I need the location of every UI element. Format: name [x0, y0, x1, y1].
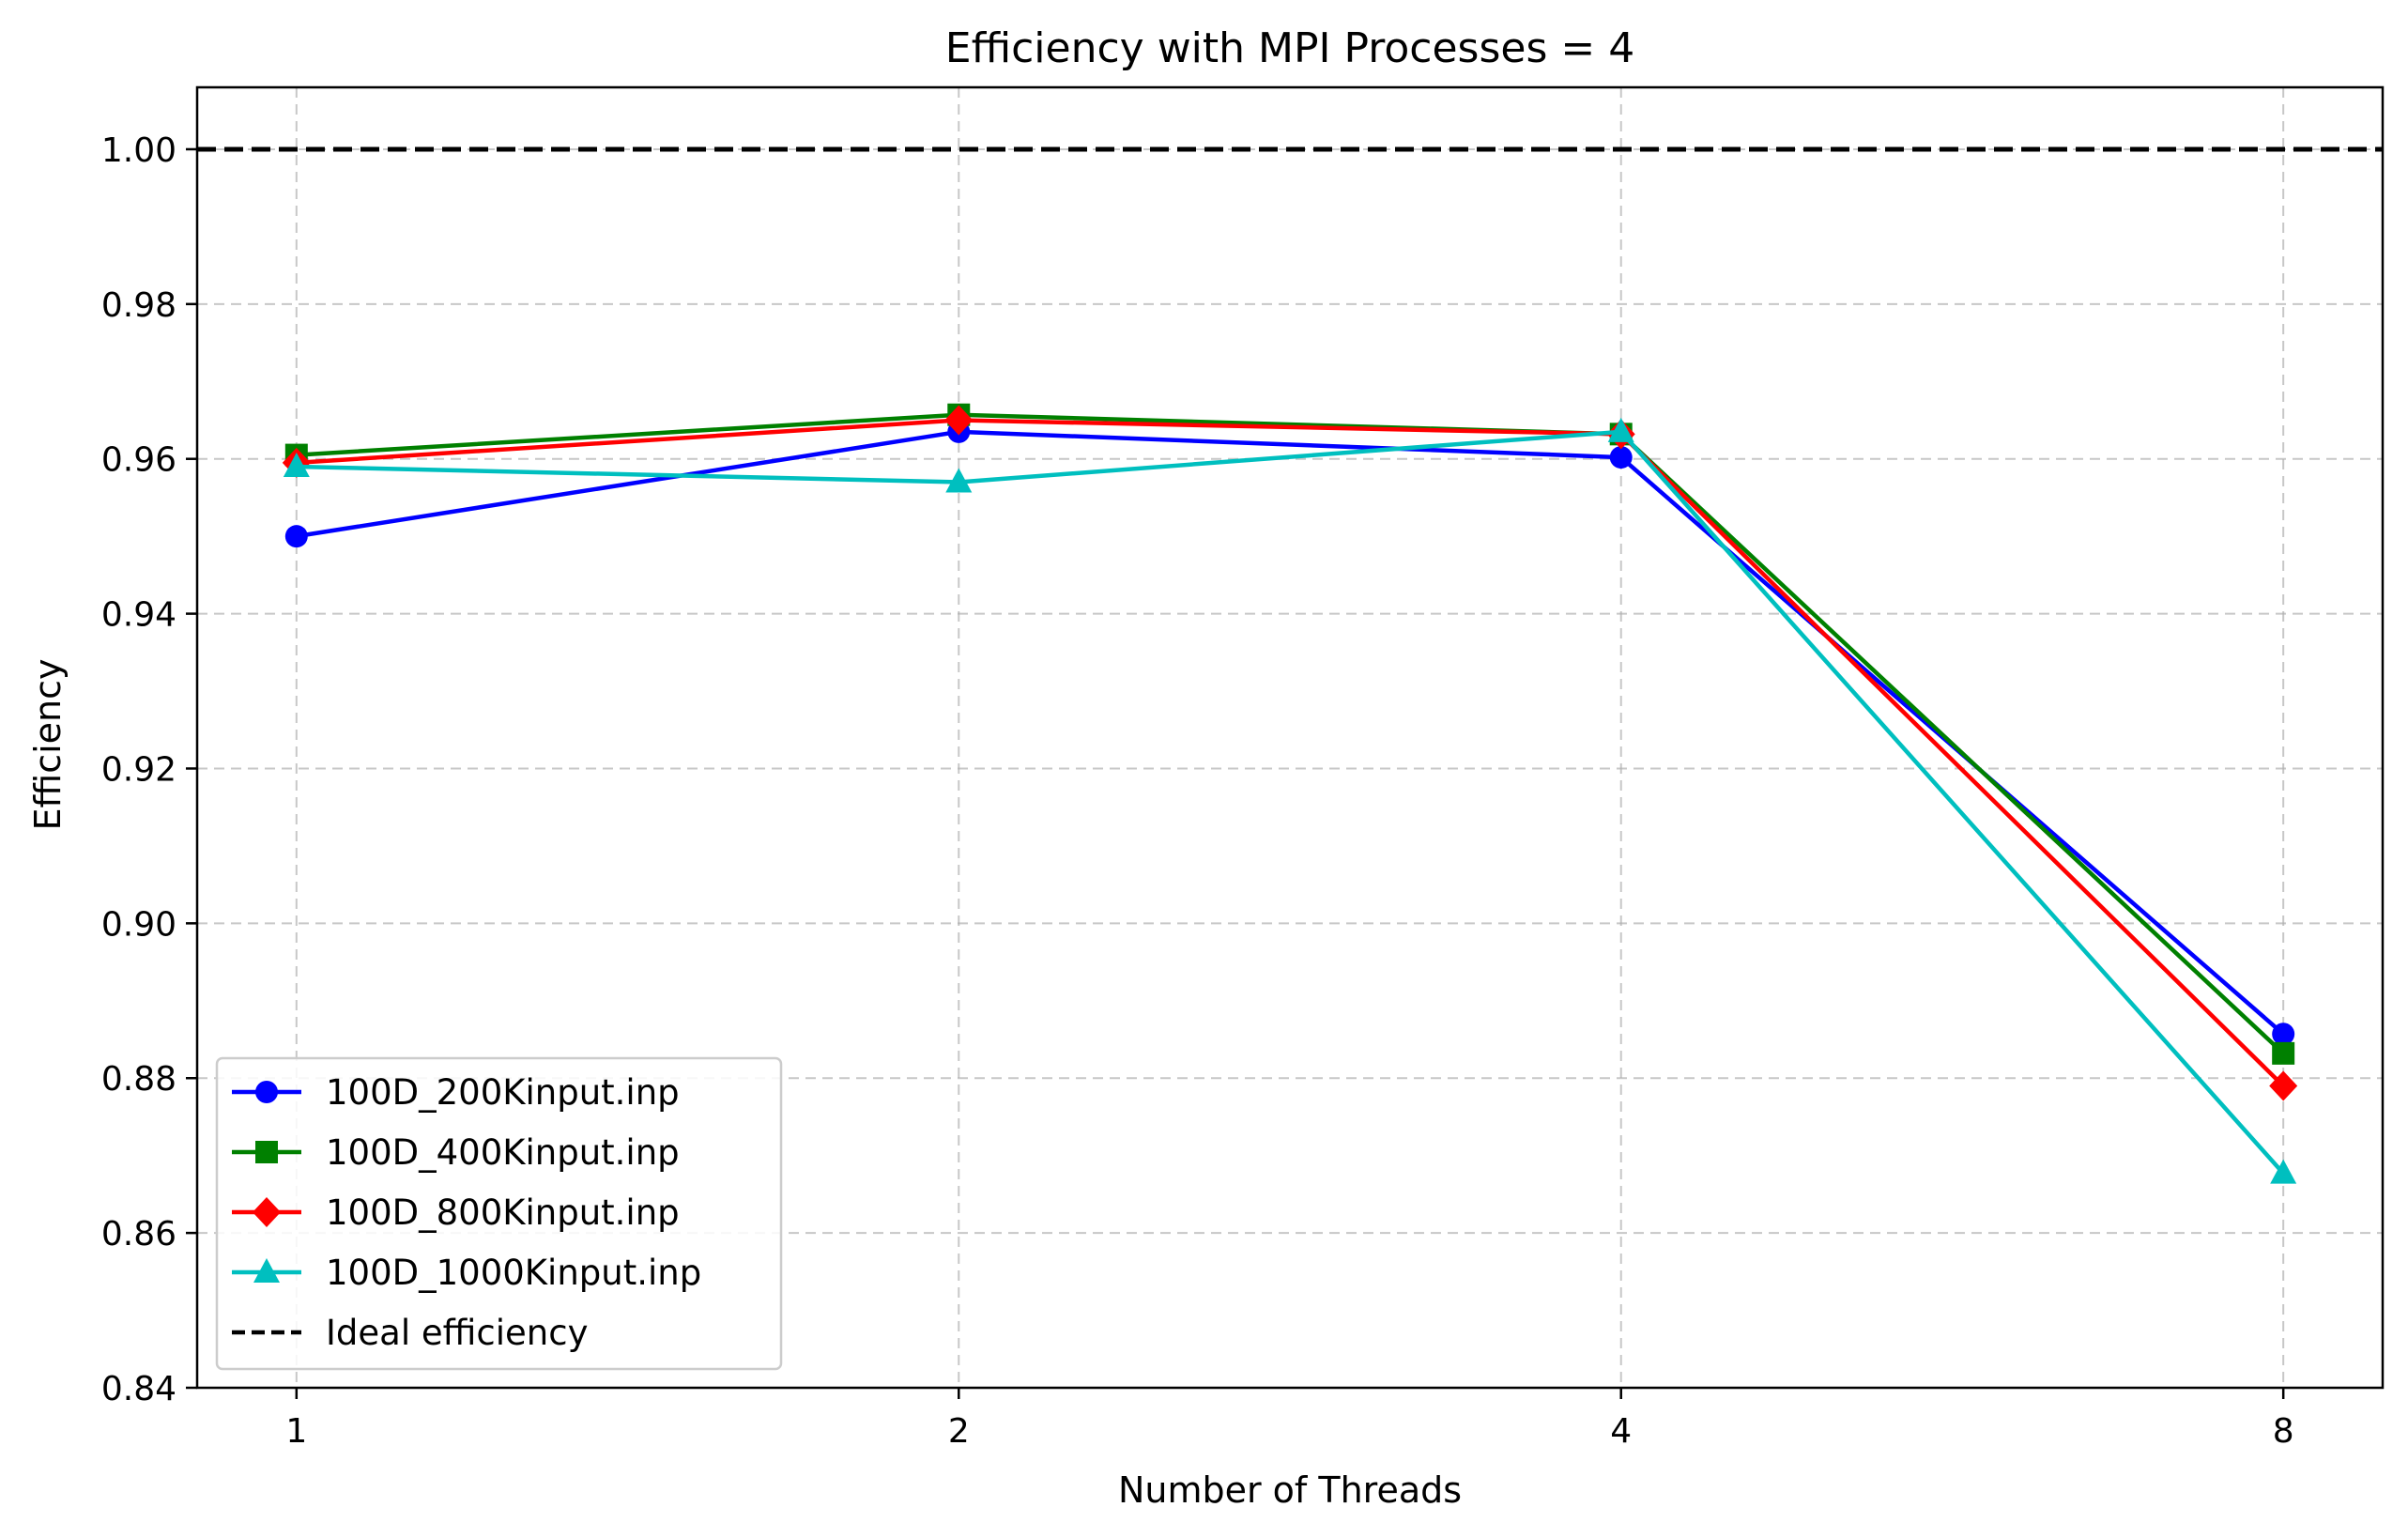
data-point: [284, 525, 308, 548]
data-point: [2270, 1159, 2297, 1184]
data-point: [1609, 446, 1633, 469]
legend-label: 100D_200Kinput.inp: [326, 1072, 680, 1113]
y-tick-label: 0.94: [101, 596, 176, 635]
legend-label: 100D_400Kinput.inp: [326, 1132, 680, 1173]
y-tick-label: 1.00: [101, 131, 176, 170]
plot-frame: [195, 85, 2385, 1390]
series-line: [296, 418, 2285, 1088]
data-point: [2272, 1041, 2295, 1065]
x-tick-label: 4: [1610, 1412, 1632, 1451]
series-layer: [282, 403, 2298, 1184]
legend-marker: [253, 1258, 280, 1283]
data-point: [944, 405, 974, 436]
data-point: [2272, 1023, 2295, 1046]
legend-marker: [255, 1081, 278, 1103]
legend-marker: [253, 1197, 281, 1227]
series-line: [296, 429, 2285, 1176]
y-tick-label: 0.96: [101, 441, 176, 480]
y-axis-label: Efficiency: [27, 658, 69, 830]
x-axis-label: Number of Threads: [1118, 1469, 1462, 1511]
y-tick-label: 0.92: [101, 750, 176, 789]
y-tick-label: 0.84: [101, 1370, 176, 1408]
chart-title: Efficiency with MPI Processes = 4: [945, 24, 1634, 72]
y-tick-label: 0.86: [101, 1215, 176, 1253]
x-tick-label: 2: [948, 1412, 970, 1451]
series-line: [296, 412, 2285, 1055]
ticks: 1 2 4 8 0.84 0.86 0.88 0.90 0.92 0.94 0.96 0.98 1.00: [101, 131, 2294, 1451]
legend-box: [215, 1056, 783, 1371]
series-3: [283, 417, 2297, 1184]
data-point: [283, 452, 310, 477]
data-point: [1607, 417, 1634, 442]
legend-label: Ideal efficiency: [326, 1313, 589, 1353]
y-tick-label: 0.90: [101, 905, 176, 944]
data-point: [2269, 1070, 2298, 1101]
legend-label: 100D_800Kinput.inp: [326, 1192, 680, 1233]
data-point: [945, 468, 973, 493]
legend-label: 100D_1000Kinput.inp: [326, 1253, 701, 1293]
x-tick-label: 8: [2273, 1412, 2294, 1451]
y-tick-label: 0.88: [101, 1060, 176, 1099]
x-tick-label: 1: [285, 1412, 307, 1451]
legend-marker: [255, 1141, 278, 1163]
y-tick-label: 0.98: [101, 286, 176, 325]
legend: 100D_200Kinput.inp 100D_400Kinput.inp 100D…: [215, 1056, 783, 1371]
